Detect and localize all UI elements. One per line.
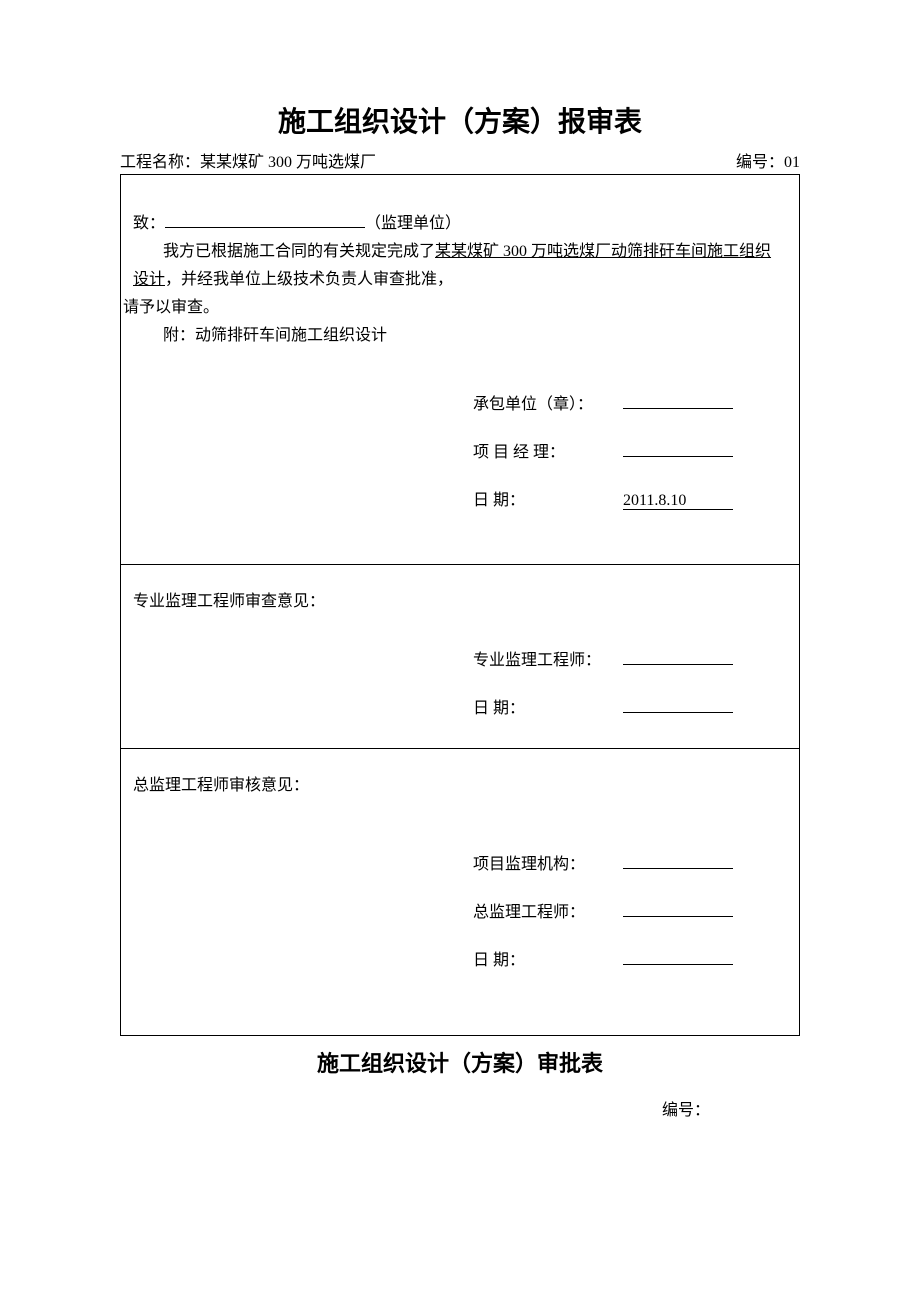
- chief-heading: 总监理工程师审核意见：: [133, 771, 787, 795]
- org-blank[interactable]: [623, 851, 733, 869]
- org-row: 项目监理机构：: [473, 850, 787, 874]
- specialist-heading: 专业监理工程师审查意见：: [133, 587, 787, 611]
- footer-number: 编号：: [120, 1096, 800, 1120]
- chief-engineer-row: 总监理工程师：: [473, 898, 787, 922]
- number-label: 编号：: [736, 154, 784, 171]
- to-blank[interactable]: [165, 210, 365, 228]
- date-label-2: 日 期：: [473, 694, 623, 718]
- signature-block-3: 项目监理机构： 总监理工程师： 日 期：: [473, 850, 787, 970]
- attach-value: 动筛排矸车间施工组织设计: [195, 327, 387, 344]
- date-row-1: 日 期：2011.8.10: [473, 486, 787, 510]
- to-label: 致：: [133, 215, 165, 232]
- date-label-3: 日 期：: [473, 946, 623, 970]
- chief-label: 总监理工程师：: [473, 898, 623, 922]
- body-prefix: 我方已根据施工合同的有关规定完成了: [163, 243, 435, 260]
- engineer-row: 专业监理工程师：: [473, 646, 787, 670]
- form-table: 致： （监理单位） 我方已根据施工合同的有关规定完成了某某煤矿 300 万吨选煤厂…: [120, 174, 800, 1036]
- number-value: 01: [784, 154, 800, 171]
- project-name: 某某煤矿 300 万吨选煤厂: [200, 154, 376, 171]
- body-suffix: ，并经我单位上级技术负责人审查批准，: [165, 271, 453, 288]
- section-chief-review: 总监理工程师审核意见： 项目监理机构： 总监理工程师： 日 期：: [121, 749, 799, 1035]
- to-suffix: （监理单位）: [365, 215, 461, 232]
- project-label: 工程名称：: [120, 154, 200, 171]
- chief-blank[interactable]: [623, 899, 733, 917]
- date-blank-3[interactable]: [623, 947, 733, 965]
- pm-label: 项 目 经 理：: [473, 438, 623, 462]
- signature-block-2: 专业监理工程师： 日 期：: [473, 646, 787, 718]
- date-row-2: 日 期：: [473, 694, 787, 718]
- pm-row: 项 目 经 理：: [473, 438, 787, 462]
- contractor-label: 承包单位（章）：: [473, 390, 623, 414]
- number-field: 编号：01: [736, 148, 800, 172]
- org-label: 项目监理机构：: [473, 850, 623, 874]
- footer-number-label: 编号：: [662, 1102, 710, 1119]
- engineer-label: 专业监理工程师：: [473, 646, 623, 670]
- form-title: 施工组织设计（方案）报审表: [120, 100, 800, 140]
- contractor-blank[interactable]: [623, 391, 733, 409]
- date-label-1: 日 期：: [473, 486, 623, 510]
- form-title-2: 施工组织设计（方案）审批表: [120, 1046, 800, 1078]
- section-specialist-review: 专业监理工程师审查意见： 专业监理工程师： 日 期：: [121, 565, 799, 749]
- pm-blank[interactable]: [623, 439, 733, 457]
- section-submission: 致： （监理单位） 我方已根据施工合同的有关规定完成了某某煤矿 300 万吨选煤厂…: [121, 175, 799, 565]
- header-row: 工程名称：某某煤矿 300 万吨选煤厂 编号：01: [120, 148, 800, 172]
- date-blank-2[interactable]: [623, 695, 733, 713]
- body-text: 我方已根据施工合同的有关规定完成了某某煤矿 300 万吨选煤厂动筛排矸车间施工组…: [133, 238, 787, 294]
- attach-label: 附：: [163, 327, 195, 344]
- signature-block-1: 承包单位（章）： 项 目 经 理： 日 期：2011.8.10: [473, 390, 787, 510]
- engineer-blank[interactable]: [623, 647, 733, 665]
- date-row-3: 日 期：: [473, 946, 787, 970]
- date-value-1: 2011.8.10: [623, 492, 733, 510]
- project-name-field: 工程名称：某某煤矿 300 万吨选煤厂: [120, 148, 376, 172]
- attachment-line: 附：动筛排矸车间施工组织设计: [133, 322, 787, 350]
- body-line2: 请予以审查。: [123, 294, 787, 322]
- to-line: 致： （监理单位）: [133, 210, 787, 238]
- contractor-row: 承包单位（章）：: [473, 390, 787, 414]
